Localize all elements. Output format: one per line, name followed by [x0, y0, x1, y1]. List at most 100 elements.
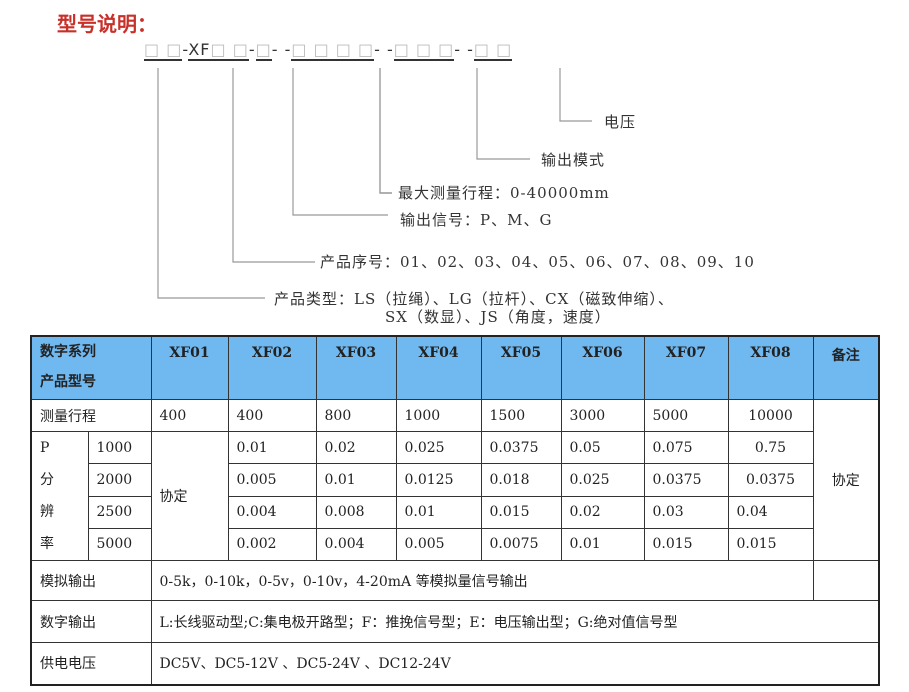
code-separator: - - — [374, 40, 394, 59]
bracket-serial — [232, 68, 315, 263]
model-header: XF05 — [480, 335, 562, 400]
code-separator: - — [182, 40, 189, 59]
resolution-cell: 0.005 — [395, 527, 482, 562]
code-separator: - - — [271, 40, 292, 59]
resolution-cell: 0.02 — [560, 495, 645, 529]
range-cell: 400 — [227, 399, 317, 432]
resolution-cell: 0.015 — [727, 527, 814, 562]
resolution-cell: 0.04 — [727, 495, 814, 529]
code-group-type: □ □ — [144, 40, 183, 61]
bracket-lines-extra — [380, 192, 392, 194]
analog-value: 0-5k，0-10k，0-5v，0-10v，4-20mA 等模拟量信号输出 — [150, 560, 814, 601]
bracket-voltage — [559, 68, 592, 122]
code-group-mode: □ □ □ — [393, 40, 455, 61]
range-label: 测量行程 — [30, 399, 152, 432]
code-separator: - — [248, 40, 256, 59]
bracket-signal — [292, 68, 388, 216]
resolution-label-char: 辨 — [40, 504, 54, 520]
resolution-cell: 0.004 — [227, 495, 317, 529]
range-cell: 1500 — [480, 399, 562, 432]
legend-type-line2: SX（数显）、JS（角度，速度） — [385, 308, 611, 326]
legend-type-line1: 产品类型：LS（拉绳）、LG（拉杆）、CX（磁致伸缩）、 — [274, 290, 674, 308]
bracket-mode — [476, 68, 530, 160]
header-label-model: 产品型号 — [40, 374, 96, 390]
resolution-row: 5000 0.002 0.004 0.005 0.0075 0.01 0.015 0.015 — [31, 527, 879, 562]
resolution-cell: 0.025 — [560, 463, 645, 497]
legend-serial: 产品序号：01、02、03、04、05、06、07、08、09、10 — [320, 253, 755, 271]
legend-output-mode: 输出模式 — [541, 151, 606, 169]
model-header: XF02 — [227, 335, 317, 400]
resolution-cell: 0.02 — [315, 430, 397, 465]
resolution-label-char: P — [40, 440, 50, 456]
pulse-count: 2500 — [87, 495, 152, 529]
legend-output-signal: 输出信号：P、M、G — [400, 211, 553, 229]
power-value: DC5V、DC5-12V 、DC5-24V 、DC12-24V — [150, 642, 880, 685]
resolution-cell: 0.05 — [560, 430, 645, 465]
pulse-count: 5000 — [87, 527, 152, 562]
pulse-count: 1000 — [87, 430, 152, 465]
model-header: XF08 — [727, 335, 814, 400]
resolution-cell: 0.008 — [315, 495, 397, 529]
code-group-voltage: □ □ — [473, 40, 513, 61]
resolution-cell: 0.0125 — [395, 463, 482, 497]
resolution-cell: 0.005 — [227, 463, 317, 497]
resolution-cell: 0.015 — [643, 527, 729, 562]
digital-row: 数字输出 L:长线驱动型;C:集电极开路型；F：推挽信号型；E：电压输出型；G:… — [30, 600, 880, 643]
spec-table: 数字系列产品型号 XF01 XF02 XF03 XF04 XF05 XF06 X… — [30, 335, 880, 686]
code-group-range: □ □ □ □ — [291, 40, 375, 61]
remark-cell: 协定 — [812, 399, 880, 561]
resolution-cell: 0.0375 — [643, 463, 729, 497]
range-cell: 800 — [315, 399, 397, 432]
resolution-cell: 0.01 — [395, 495, 482, 529]
code-serial-boxes: □ □ — [210, 40, 249, 59]
code-prefix: XF — [188, 40, 211, 59]
range-cell: 10000 — [727, 399, 814, 432]
range-cell: 1000 — [395, 399, 482, 432]
digital-label: 数字输出 — [30, 600, 152, 643]
range-cell: 3000 — [560, 399, 645, 432]
header-row: 数字系列产品型号 XF01 XF02 XF03 XF04 XF05 XF06 X… — [30, 335, 880, 400]
resolution-cell: 0.015 — [480, 495, 562, 529]
pulse-count: 2000 — [87, 463, 152, 497]
model-header: XF04 — [395, 335, 482, 400]
model-code-template: □ □-XF□ □-□- -□ □ □ □- -□ □ □- -□ □ — [144, 40, 513, 61]
resolution-label-char: 率 — [40, 536, 54, 552]
resolution-cell: 0.025 — [395, 430, 482, 465]
resolution-row: 2500 0.004 0.008 0.01 0.015 0.02 0.03 0.04 — [31, 495, 879, 529]
power-label: 供电电压 — [30, 642, 152, 685]
resolution-cell: 0.0075 — [480, 527, 562, 562]
code-group-signal: □ — [255, 40, 272, 61]
resolution-cell: 0.03 — [643, 495, 729, 529]
resolution-cell: 0.0375 — [727, 463, 814, 497]
model-header: XF01 — [150, 335, 229, 400]
resolution-cell: 0.002 — [227, 527, 317, 562]
digital-value: L:长线驱动型;C:集电极开路型；F：推挽信号型；E：电压输出型；G:绝对值信号… — [150, 600, 880, 643]
range-row: 测量行程 400 400 800 1000 1500 3000 5000 100… — [30, 399, 880, 561]
analog-row: 模拟输出 0-5k，0-10k，0-5v，0-10v，4-20mA 等模拟量信号… — [30, 560, 880, 601]
power-row: 供电电压 DC5V、DC5-12V 、DC5-24V 、DC12-24V — [30, 642, 880, 685]
remark-header: 备注 — [812, 335, 880, 400]
resolution-label-char: 分 — [40, 472, 54, 488]
resolution-cell: 0.01 — [227, 430, 317, 465]
resolution-row: 2000 0.005 0.01 0.0125 0.018 0.025 0.0375 0.037… — [31, 463, 879, 497]
model-header: XF07 — [643, 335, 729, 400]
code-separator: - - — [454, 40, 474, 59]
model-header: XF03 — [315, 335, 397, 400]
resolution-cell: 0.0375 — [480, 430, 562, 465]
legend-max-range: 最大测量行程：0-40000mm — [398, 184, 610, 202]
bracket-type — [157, 68, 265, 299]
code-group-serial: XF□ □ — [188, 40, 249, 61]
resolution-row: P 分辨率 1000 协定 0.01 0.02 0.025 0.0375 0.05 0.075 0.… — [30, 430, 879, 561]
section-heading: 型号说明： — [57, 12, 157, 36]
range-cell: 400 — [150, 399, 229, 432]
legend-voltage: 电压 — [604, 113, 637, 131]
resolution-cell: 0.004 — [315, 527, 397, 562]
remark-empty — [812, 560, 880, 601]
resolution-cell: 0.75 — [727, 430, 814, 465]
header-label-series: 数字系列 — [40, 344, 96, 360]
resolution-cell: 0.075 — [643, 430, 729, 465]
resolution-cell: 0.018 — [480, 463, 562, 497]
analog-label: 模拟输出 — [30, 560, 152, 601]
model-header: XF06 — [560, 335, 645, 400]
